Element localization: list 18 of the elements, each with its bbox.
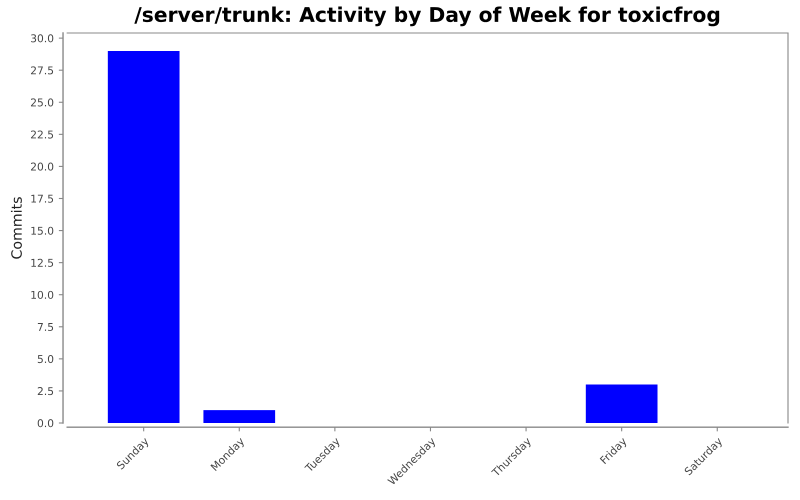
chart-title: /server/trunk: Activity by Day of Week for toxicfrog	[134, 6, 720, 26]
y-tick-label: 30.0	[31, 34, 54, 42]
y-tick-label: 22.5	[30, 130, 54, 139]
y-tick-label: 12.5	[31, 258, 54, 267]
bar	[586, 384, 658, 423]
y-tick-label: 25.0	[30, 98, 54, 106]
y-tick-label: 0.0	[38, 419, 54, 428]
y-tick-label: 5.0	[38, 354, 54, 364]
y-tick-label: 20.0	[30, 162, 54, 171]
y-tick-label: 17.5	[31, 194, 54, 203]
bar	[108, 50, 180, 423]
y-tick-label: 10.0	[31, 290, 54, 299]
bar	[203, 410, 276, 423]
y-tick-label: 7.5	[38, 323, 54, 331]
y-tick-label: 2.5	[38, 387, 54, 396]
y-tick-label: 15.0	[31, 226, 54, 235]
y-tick-label: 27.5	[30, 66, 54, 74]
y-axis-title: Commits	[10, 197, 22, 259]
